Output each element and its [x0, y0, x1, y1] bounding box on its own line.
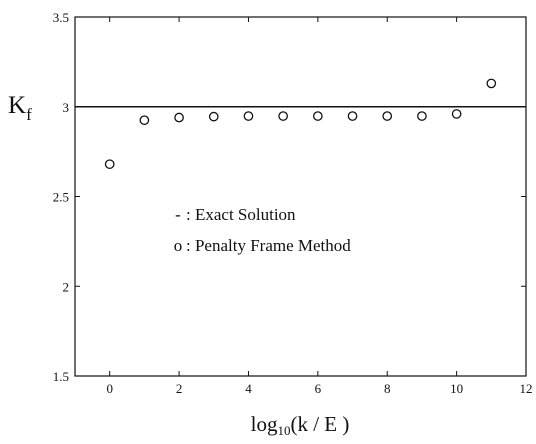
- x-axis-label-subscript: 10: [277, 423, 290, 438]
- y-tick-label: 3.5: [53, 10, 69, 25]
- x-axis-label-suffix: (k / E ): [290, 412, 349, 436]
- data-point-penalty-frame: [174, 112, 184, 123]
- y-tick-label: 2: [63, 279, 70, 294]
- data-point-penalty-frame: [278, 111, 289, 121]
- x-axis-label-prefix: log: [251, 412, 278, 436]
- y-tick-label: 1.5: [53, 369, 69, 384]
- data-point-penalty-frame: [243, 111, 254, 121]
- y-tick-label: 3: [63, 100, 70, 115]
- x-tick-label: 6: [315, 381, 322, 396]
- series-layer: [75, 78, 526, 170]
- legend-entry-penalty-text: : Penalty Frame Method: [186, 236, 351, 255]
- data-point-penalty-frame: [417, 111, 427, 121]
- data-point-penalty-frame: [486, 78, 497, 89]
- data-point-penalty-frame: [451, 109, 462, 119]
- x-tick-label: 12: [520, 381, 533, 396]
- x-tick-label: 2: [176, 381, 183, 396]
- x-tick-label: 10: [450, 381, 463, 396]
- y-axis-label-subscript: f: [26, 105, 32, 124]
- x-tick-label: 0: [106, 381, 113, 396]
- plot-frame: [74, 16, 527, 377]
- data-point-penalty-frame: [104, 159, 115, 170]
- data-point-penalty-frame: [382, 111, 393, 121]
- x-axis-ticks: 0 2 4 6 8 10 12: [106, 17, 533, 396]
- y-axis-label-main: K: [8, 92, 26, 119]
- legend-entry-penalty-symbol: o: [174, 236, 183, 255]
- data-point-penalty-frame: [347, 111, 358, 121]
- x-axis-label: log10(k / E ): [251, 412, 350, 438]
- x-tick-label: 8: [384, 381, 391, 396]
- y-axis-label: Kf: [8, 92, 32, 124]
- legend-entry-exact-text: : Exact Solution: [186, 205, 296, 224]
- x-tick-label: 4: [245, 381, 252, 396]
- data-point-penalty-frame: [139, 115, 150, 126]
- y-axis-ticks: 1.5 2 2.5 3 3.5: [53, 10, 526, 384]
- legend-entry-exact-symbol: -: [175, 205, 181, 224]
- y-tick-label: 2.5: [53, 190, 69, 205]
- data-point-penalty-frame: [208, 111, 219, 122]
- data-point-penalty-frame: [312, 111, 323, 121]
- legend: - : Exact Solution o : Penalty Frame Met…: [174, 205, 352, 255]
